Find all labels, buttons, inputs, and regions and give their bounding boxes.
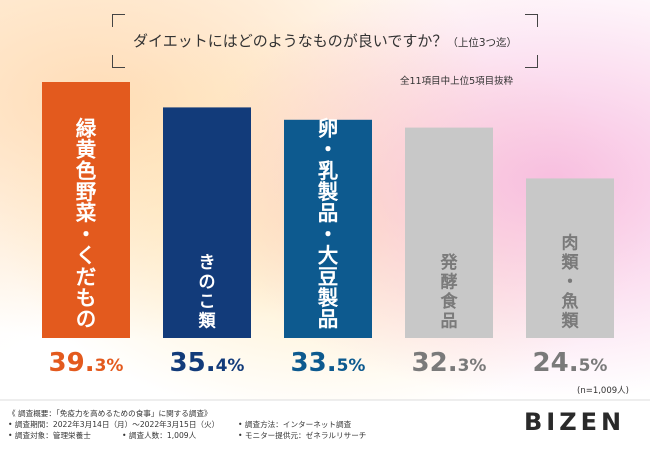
bar-4 (405, 127, 493, 338)
bar-value-label: 24.5% (533, 348, 608, 378)
frame-corner (112, 14, 125, 27)
frame-corner (525, 14, 538, 27)
bar-3 (284, 119, 372, 338)
bar-category-label: 卵・乳製品・大豆製品 (317, 116, 339, 331)
bar-5 (526, 178, 614, 338)
brand-logo: BIZEN (524, 408, 626, 436)
bar-value-label: 33.5% (291, 348, 366, 378)
frame-corner (525, 55, 538, 68)
title-frame: ダイエットにはどのようなものが良いですか？（上位3つ迄） (112, 14, 538, 68)
bar-category-label: 肉類・魚類 (561, 232, 580, 331)
bar-1 (42, 82, 130, 338)
survey-method: • 調査方法：インターネット調査 (238, 420, 352, 429)
footer-heading: 《 調査概要：「免疫力を高めるための食事」に関する調査》 (8, 409, 212, 418)
bar-value-label: 35.4% (170, 348, 245, 378)
bar-chart: 緑黄色野菜・くだもの 39.3% きのこ類 35.4% 卵・乳製品・大豆製品 33.5% 発… (42, 82, 614, 378)
title-main: ダイエットにはどのようなものが良いですか？ (132, 32, 448, 50)
survey-count: • 調査人数：1,009人 (122, 431, 197, 440)
bar-category-label: 発酵食品 (440, 252, 459, 332)
bar-category-label: 緑黄色野菜・くだもの (75, 116, 97, 331)
bar-2 (163, 107, 251, 339)
survey-overview: 《 調査概要：「免疫力を高めるための食事」に関する調査》 • 調査期間：2022… (8, 408, 366, 441)
title-note: （上位3つ迄） (447, 37, 518, 49)
footer-line: • 調査対象：管理栄養士 • 調査人数：1,009人 • モニター提供元：ゼネラ… (8, 430, 366, 441)
frame-corner (112, 55, 125, 68)
chart-subtitle: 全11項目中上位5項目抜粋 (400, 76, 514, 87)
bar-value-label: 39.3% (49, 348, 124, 378)
sample-size-note: (n=1,009人) (577, 386, 629, 396)
survey-period: • 調査期間：2022年3月14日（月）〜2022年3月15日（火） (8, 420, 220, 429)
survey-target: • 調査対象：管理栄養士 (8, 431, 91, 440)
bar-category-label: きのこ類 (198, 253, 217, 332)
survey-provider: • モニター提供元：ゼネラルリサーチ (238, 431, 367, 440)
chart-title: ダイエットにはどのようなものが良いですか？（上位3つ迄） (112, 30, 538, 51)
bar-value-label: 32.3% (412, 348, 487, 378)
footer-line: • 調査期間：2022年3月14日（月）〜2022年3月15日（火） • 調査方… (8, 419, 351, 430)
